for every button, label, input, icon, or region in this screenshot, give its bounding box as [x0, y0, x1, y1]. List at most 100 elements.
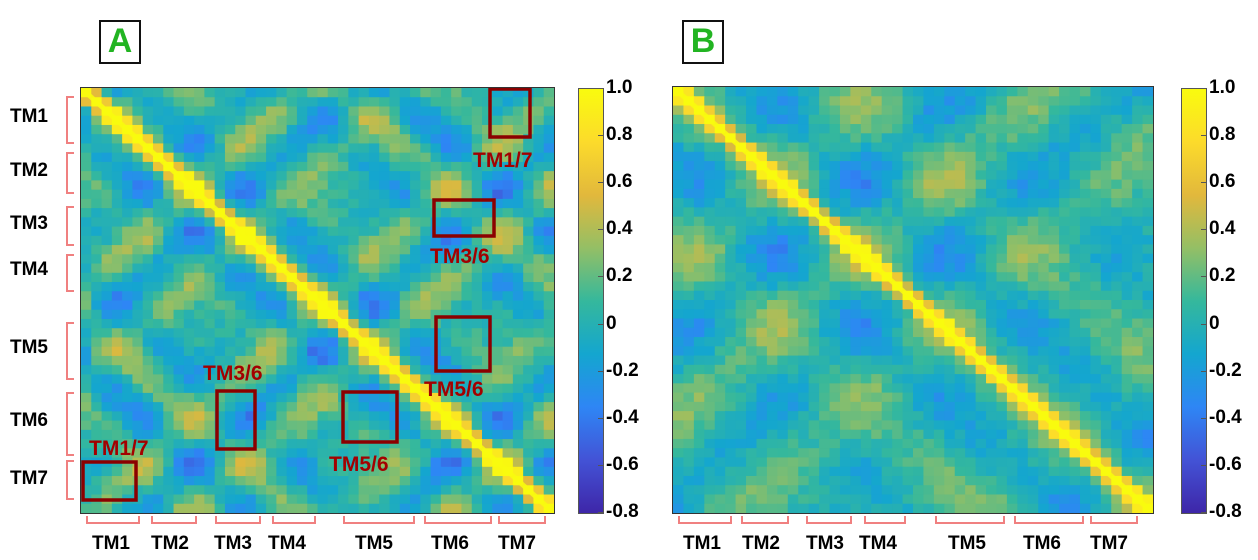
heatmap-cell: [91, 134, 103, 145]
colorbar-tick-label: 0.2: [606, 265, 633, 286]
heatmap-cell: [871, 411, 883, 421]
heatmap-cell: [1132, 225, 1144, 236]
heatmap-cell: [194, 198, 205, 209]
heatmap-cell: [317, 420, 329, 431]
heatmap-cell: [1100, 272, 1112, 283]
annotation-label: TM1/7: [473, 149, 533, 172]
heatmap-cell: [944, 503, 956, 513]
heatmap-cell: [954, 290, 966, 301]
heatmap-cell: [933, 179, 945, 190]
heatmap-cell: [327, 392, 339, 403]
heatmap-cell: [430, 309, 442, 320]
heatmap-cell: [368, 300, 380, 311]
heatmap-cell: [913, 374, 925, 384]
heatmap-cell: [881, 151, 893, 162]
heatmap-cell: [81, 365, 92, 376]
heatmap-cell: [512, 365, 524, 376]
heatmap-cell: [673, 262, 685, 273]
heatmap-cell: [152, 97, 164, 108]
heatmap-cell: [860, 337, 872, 347]
heatmap-cell: [933, 161, 945, 171]
heatmap-cell: [693, 457, 705, 468]
row-label-tm1: TM1: [10, 106, 48, 127]
heatmap-cell: [839, 216, 851, 227]
heatmap-cell: [892, 475, 904, 486]
heatmap-cell: [673, 170, 685, 181]
heatmap-cell: [996, 503, 1008, 513]
heatmap-cell: [954, 114, 966, 125]
heatmap-cell: [1121, 374, 1133, 384]
heatmap-cell: [1121, 142, 1133, 153]
heatmap-cell: [714, 105, 726, 116]
heatmap-cell: [461, 328, 473, 339]
heatmap-cell: [296, 503, 308, 513]
heatmap-cell: [471, 429, 483, 440]
heatmap-cell: [704, 438, 716, 449]
heatmap-cell: [173, 272, 185, 283]
heatmap-cell: [808, 392, 820, 403]
heatmap-cell: [996, 401, 1008, 412]
heatmap-cell: [1121, 290, 1133, 301]
heatmap-cell: [132, 208, 144, 218]
heatmap-cell: [965, 411, 977, 421]
heatmap-cell: [245, 337, 257, 348]
heatmap-cell: [492, 189, 504, 200]
heatmap-cell: [101, 402, 113, 412]
heatmap-cell: [492, 346, 504, 357]
heatmap-cell: [1121, 114, 1133, 125]
heatmap-cell: [766, 290, 778, 301]
heatmap-cell: [389, 217, 401, 228]
heatmap-cell: [173, 134, 185, 145]
heatmap-cell: [286, 448, 298, 459]
heatmap-cell: [1006, 429, 1018, 440]
heatmap-cell: [1048, 235, 1060, 246]
heatmap-cell: [1038, 374, 1050, 384]
heatmap-cell: [276, 457, 288, 468]
heatmap-cell: [860, 485, 872, 496]
heatmap-cell: [787, 374, 799, 384]
heatmap-cell: [533, 235, 545, 246]
heatmap-cell: [91, 420, 103, 431]
heatmap-cell: [746, 457, 758, 468]
heatmap-cell: [327, 245, 339, 255]
heatmap-cell: [512, 124, 524, 135]
heatmap-cell: [122, 106, 134, 117]
heatmap-cell: [1069, 383, 1081, 394]
heatmap-cell: [276, 97, 288, 108]
heatmap-cell: [502, 143, 514, 154]
heatmap-cell: [673, 448, 685, 459]
heatmap-cell: [777, 290, 789, 301]
heatmap-cell: [389, 374, 401, 385]
row-brace-tm2: [66, 152, 74, 194]
heatmap-cell: [704, 448, 716, 459]
heatmap-cell: [892, 438, 904, 449]
heatmap-cell: [777, 124, 789, 134]
heatmap-cell: [224, 476, 236, 486]
heatmap-cell: [440, 318, 452, 329]
heatmap-cell: [492, 161, 504, 172]
heatmap-cell: [1017, 475, 1029, 486]
heatmap-cell: [704, 337, 716, 347]
heatmap-cell: [358, 161, 370, 172]
heatmap-cell: [850, 318, 862, 329]
colorbar-tick-label: -0.6: [606, 454, 639, 475]
row-brace-tm6: [66, 392, 74, 456]
heatmap-cell: [399, 300, 411, 311]
heatmap-cell: [1121, 244, 1133, 255]
heatmap-cell: [543, 134, 554, 145]
heatmap-cell: [255, 97, 267, 108]
heatmap-cell: [101, 383, 113, 394]
heatmap-cell: [892, 318, 904, 329]
heatmap-cell: [482, 355, 493, 366]
heatmap-cell: [933, 374, 945, 384]
heatmap-cell: [798, 355, 810, 366]
heatmap-cell: [163, 309, 175, 320]
heatmap-cell: [944, 383, 956, 394]
heatmap-cell: [787, 346, 799, 357]
heatmap-cell: [194, 355, 205, 366]
heatmap-cell: [122, 337, 134, 348]
heatmap-cell: [163, 494, 175, 505]
heatmap-cell: [543, 402, 554, 412]
heatmap-cell: [132, 161, 144, 172]
heatmap-cell: [1111, 105, 1123, 116]
